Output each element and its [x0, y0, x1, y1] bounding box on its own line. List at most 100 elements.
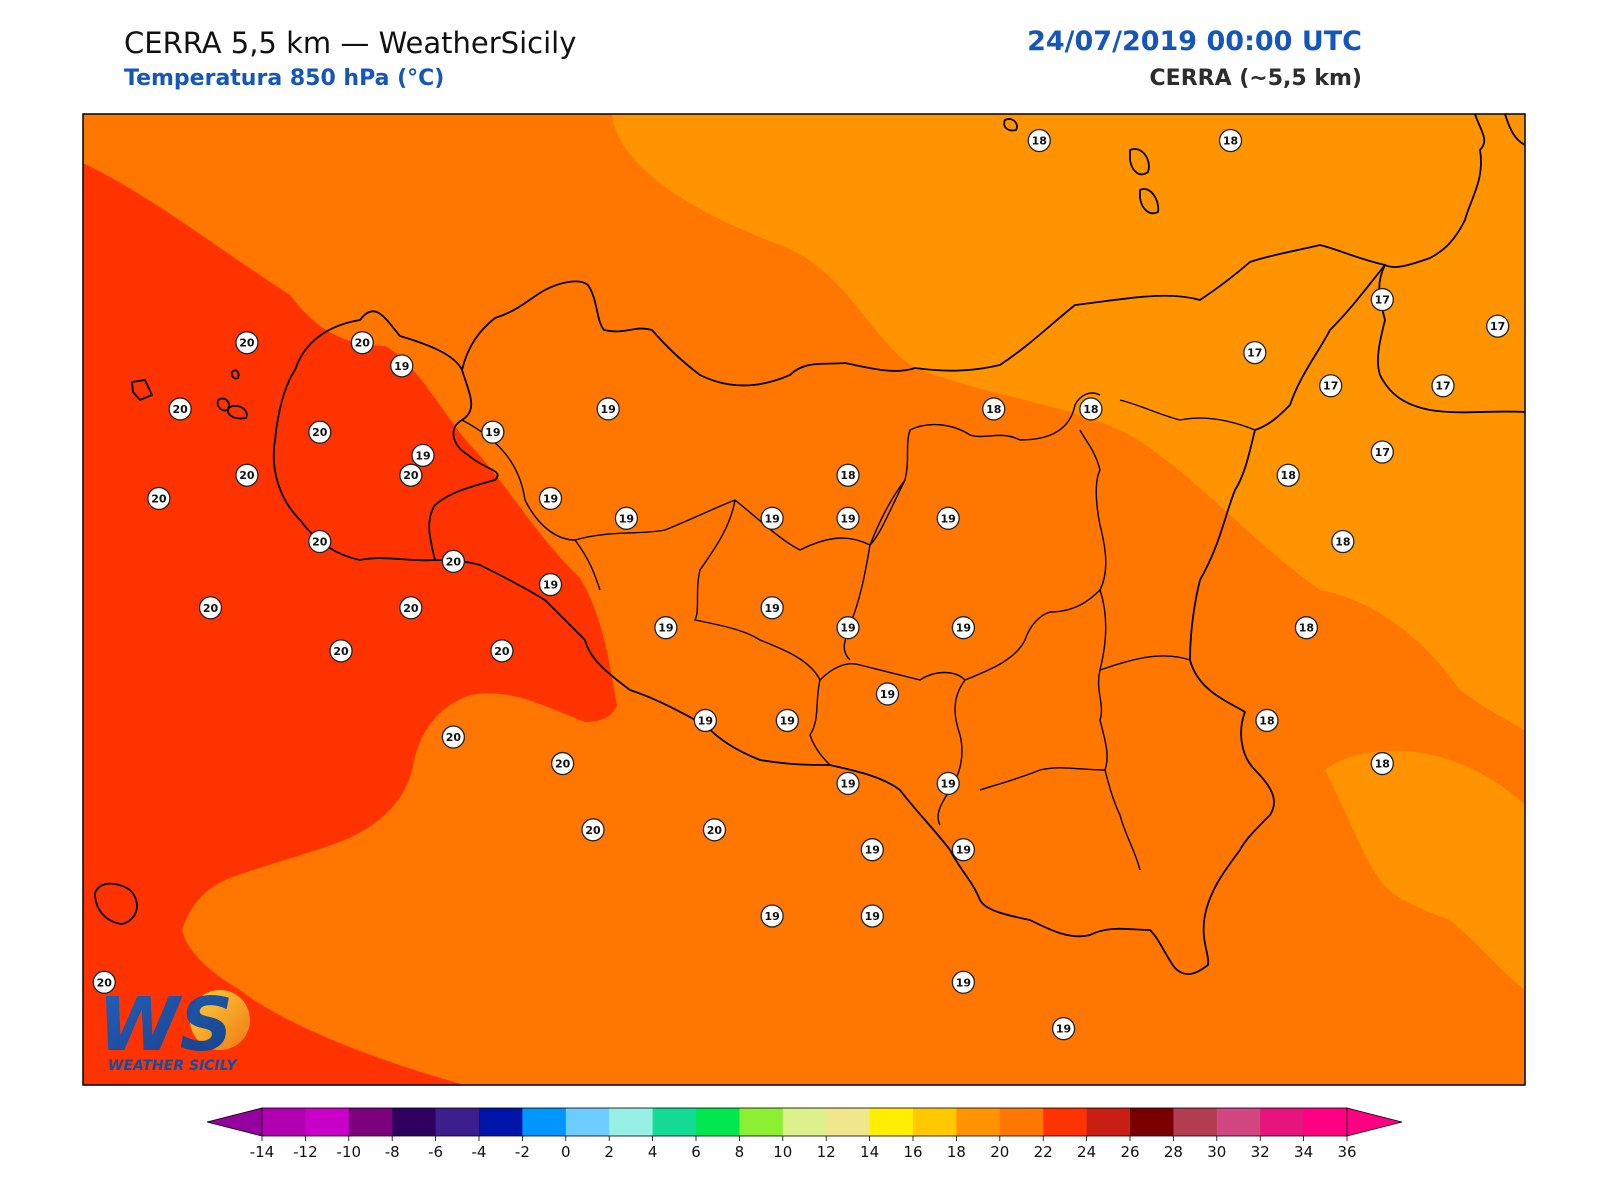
island-lipari — [1129, 148, 1150, 176]
colorbar-tick-label: -6 — [428, 1143, 443, 1161]
calabria-coastline — [1377, 114, 1525, 414]
colorbar-swatch — [1216, 1108, 1261, 1136]
station-marker: 19 — [596, 397, 620, 421]
colorbar-tick-label: 20 — [990, 1143, 1009, 1161]
station-marker: 19 — [936, 506, 960, 530]
station-marker: 20 — [168, 397, 192, 421]
colorbar-swatch — [348, 1108, 393, 1136]
station-value: 17 — [1247, 347, 1262, 360]
station-circle — [596, 397, 620, 421]
station-circle — [1255, 708, 1279, 733]
station-marker: 17 — [1486, 314, 1510, 338]
station-circle — [760, 596, 784, 620]
colorbar-tick-label: -14 — [250, 1143, 275, 1161]
colorbar-tick-label: -12 — [293, 1143, 318, 1161]
station-circle — [308, 420, 332, 444]
calabria-coast-north — [1504, 114, 1525, 146]
logo-name: WEATHER SICILY — [108, 1058, 239, 1074]
colorbar-tick-label: -10 — [337, 1143, 362, 1161]
colorbar-swatch — [565, 1108, 610, 1136]
colorbar-swatch — [522, 1108, 567, 1136]
colorbar-swatch — [652, 1108, 697, 1136]
colorbar-swatch — [609, 1108, 654, 1136]
station-circle — [760, 506, 784, 530]
station-circle — [1243, 340, 1267, 365]
station-circle — [1370, 440, 1394, 464]
station-value: 20 — [403, 469, 419, 482]
colorbar-swatch — [1173, 1108, 1218, 1136]
station-value: 18 — [840, 469, 855, 482]
colorbar-tick-label: 36 — [1337, 1143, 1356, 1161]
station-circle — [875, 682, 900, 706]
station-marker: 19 — [538, 572, 563, 597]
station-circle — [538, 486, 563, 511]
station-marker: 19 — [951, 970, 976, 994]
station-value: 18 — [1281, 469, 1296, 482]
station-marker: 18 — [1218, 128, 1243, 153]
station-circle — [411, 443, 435, 467]
station-circle — [860, 838, 884, 862]
station-value: 19 — [394, 360, 409, 373]
station-value: 19 — [956, 976, 971, 989]
colorbar-swatch — [782, 1108, 827, 1136]
colorbar-swatch — [869, 1108, 914, 1136]
station-value: 19 — [840, 622, 855, 635]
station-value: 18 — [1335, 536, 1350, 549]
station-circle — [1027, 128, 1051, 153]
station-value: 19 — [764, 602, 779, 615]
colorbar-tick-label: 30 — [1207, 1143, 1226, 1161]
colorbar-swatch — [1086, 1108, 1131, 1136]
station-marker: 19 — [693, 708, 717, 733]
colorbar-swatch — [696, 1108, 740, 1136]
field-band-16-18-southeast — [1325, 750, 1525, 990]
colorbar-swatch — [1130, 1108, 1174, 1136]
colorbar-tick-label: 32 — [1251, 1143, 1270, 1161]
station-circle — [92, 970, 116, 994]
station-value: 19 — [780, 714, 795, 727]
station-marker: 19 — [951, 838, 976, 862]
station-value: 19 — [1056, 1023, 1071, 1036]
station-circle — [1079, 397, 1103, 421]
station-markers: 18 18 17 17 17 17 17 17 18 18 18 18 18 18 18 18 19 19 19 19… — [92, 128, 1510, 1041]
colorbar-tick-label: -2 — [515, 1143, 530, 1161]
station-value: 19 — [764, 512, 779, 525]
station-marker: 18 — [982, 397, 1006, 421]
station-marker: 17 — [1431, 374, 1455, 398]
station-marker: 20 — [490, 639, 514, 663]
station-marker: 20 — [581, 818, 605, 842]
station-marker: 17 — [1319, 374, 1343, 398]
station-value: 17 — [1375, 294, 1390, 307]
station-value: 17 — [1375, 446, 1390, 459]
station-value: 19 — [941, 512, 956, 525]
colorbar-tick-label: 34 — [1294, 1143, 1313, 1161]
island-vulcano — [1139, 188, 1160, 215]
colorbar-swatch — [392, 1108, 437, 1136]
station-marker: 20 — [198, 596, 223, 620]
station-circle — [860, 904, 884, 928]
colorbar-swatch — [999, 1108, 1044, 1136]
station-value: 18 — [1299, 622, 1314, 635]
station-value: 19 — [941, 777, 956, 790]
station-circle — [654, 616, 678, 640]
station-value: 18 — [1375, 758, 1390, 771]
station-circle — [1294, 616, 1319, 640]
station-circle — [936, 771, 960, 796]
colorbar-tick-label: 12 — [817, 1143, 836, 1161]
station-circle — [836, 463, 860, 487]
station-marker: 17 — [1243, 340, 1267, 365]
colorbar-tick-label: -8 — [385, 1143, 400, 1161]
station-marker: 20 — [551, 751, 575, 776]
field-band-20-22-west — [83, 163, 617, 1085]
station-value: 20 — [403, 602, 419, 615]
station-circle — [329, 639, 353, 663]
station-value: 18 — [1083, 403, 1098, 416]
station-circle — [982, 397, 1006, 421]
station-value: 20 — [585, 824, 601, 837]
station-value: 20 — [172, 403, 188, 416]
station-value: 20 — [312, 426, 328, 439]
station-value: 19 — [880, 688, 895, 701]
station-marker: 20 — [399, 463, 423, 487]
colorbar-swatch — [739, 1108, 784, 1136]
station-marker: 19 — [775, 708, 799, 733]
